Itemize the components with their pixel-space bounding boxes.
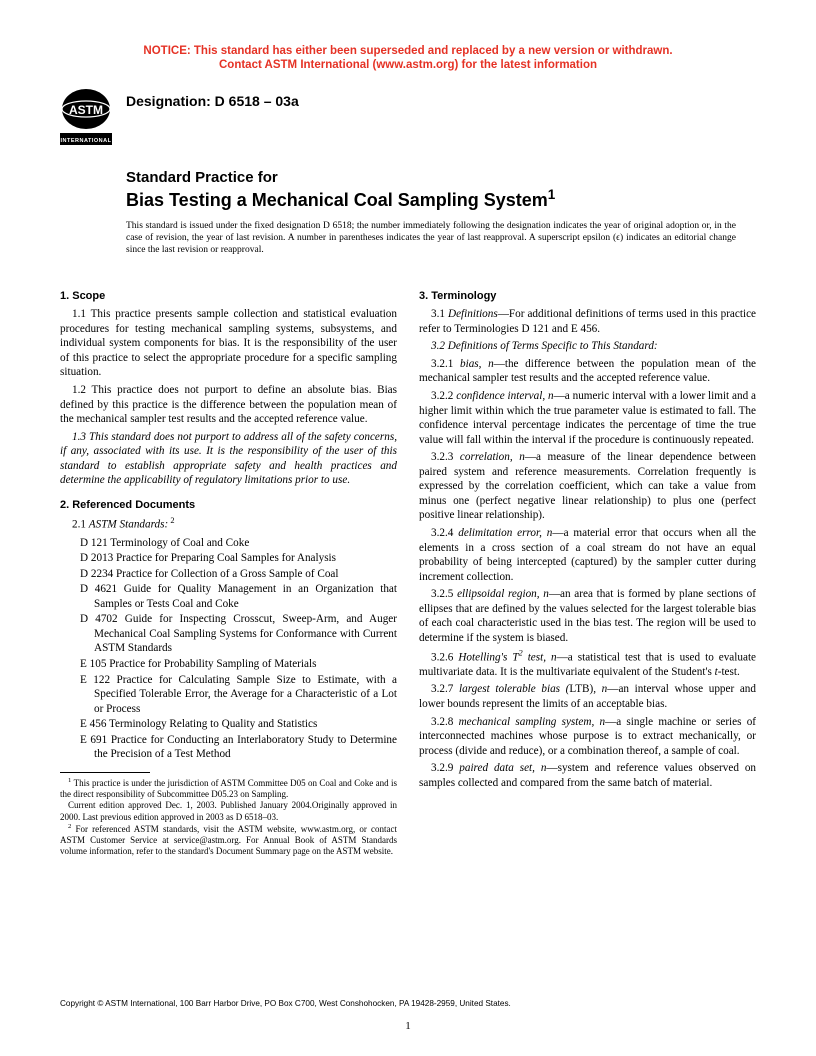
title-prefix: Standard Practice for [126,169,756,187]
t326-num: 3.2.6 [431,651,458,663]
svg-text:ASTM: ASTM [69,103,103,117]
para-2-1: 2.1 ASTM Standards: 2 [60,516,397,532]
t321-num: 3.2.1 [431,358,460,370]
title-main: Bias Testing a Mechanical Coal Sampling … [126,187,756,212]
section-1-head: 1. Scope [60,289,397,303]
page-container: NOTICE: This standard has either been su… [0,0,816,858]
term-3-2-8: 3.2.8 mechanical sampling system, n—a si… [419,715,756,759]
section-2-head: 2. Referenced Documents [60,498,397,512]
t327-term: largest tolerable bias ( [459,683,569,695]
t326-term2: test [523,651,544,663]
term-3-2-5: 3.2.5 ellipsoidal region, n—an area that… [419,587,756,645]
footnote-1b: Current edition approved Dec. 1, 2003. P… [60,800,397,823]
notice-line2: Contact ASTM International (www.astm.org… [219,59,597,71]
ref-item: E 105 Practice for Probability Sampling … [80,657,397,672]
t323-num: 3.2.3 [431,451,460,463]
ref-item: E 122 Practice for Calculating Sample Si… [80,673,397,717]
issuance-note: This standard is issued under the fixed … [126,221,736,257]
astm-logo-icon: ASTM INTERNATIONAL [60,87,112,147]
title-superscript: 1 [548,187,556,202]
ref-item: E 691 Practice for Conducting an Interla… [80,733,397,762]
term-3-2-9: 3.2.9 paired data set, n—system and refe… [419,761,756,790]
t328-term: mechanical sampling system [459,716,592,728]
term-3-2-6: 3.2.6 Hotelling's T2 test, n—a statistic… [419,649,756,680]
t322-term: confidence interval [456,390,542,402]
footnote-2: 2 For referenced ASTM standards, visit t… [60,823,397,858]
svg-text:INTERNATIONAL: INTERNATIONAL [60,138,111,144]
footnote-2-text: For referenced ASTM standards, visit the… [60,824,397,857]
copyright-line: Copyright © ASTM International, 100 Barr… [60,999,511,1008]
t327-ltb: LTB) [569,683,593,695]
term-3-2-7: 3.2.7 largest tolerable bias (LTB), n—an… [419,682,756,711]
t329-term: paired data set [459,762,532,774]
ref-item: D 121 Terminology of Coal and Coke [80,536,397,551]
p31-term: Definitions [448,308,498,320]
body-columns: 1. Scope 1.1 This practice presents samp… [60,279,756,858]
t326-body2: -test. [718,666,740,678]
title-main-text: Bias Testing a Mechanical Coal Sampling … [126,190,548,210]
term-3-2-4: 3.2.4 delimitation error, n—a material e… [419,526,756,584]
para-1-1: 1.1 This practice presents sample collec… [60,307,397,380]
term-3-2-1: 3.2.1 bias, n—the difference between the… [419,357,756,386]
t321-term: bias [460,358,479,370]
para-1-3: 1.3 This standard does not purport to ad… [60,430,397,488]
ref-item: D 2234 Practice for Collection of a Gros… [80,567,397,582]
ref-item: D 2013 Practice for Preparing Coal Sampl… [80,551,397,566]
notice-line1: NOTICE: This standard has either been su… [143,45,672,57]
para-3-1: 3.1 Definitions—For additional definitio… [419,307,756,336]
para-2-1-super: 2 [168,516,174,525]
term-3-2-2: 3.2.2 confidence interval, n—a numeric i… [419,389,756,447]
para-1-2: 1.2 This practice does not purport to de… [60,383,397,427]
para-2-1-num: 2.1 [72,519,89,531]
page-number: 1 [0,1020,816,1032]
t324-term: delimitation error [458,527,539,539]
notice-banner: NOTICE: This standard has either been su… [60,44,756,73]
t322-num: 3.2.2 [431,390,456,402]
designation-label: Designation: D 6518 – 03a [126,87,299,109]
footnote-1a: This practice is under the jurisdiction … [60,778,397,799]
ref-item: D 4621 Guide for Quality Management in a… [80,582,397,611]
ref-item: D 4702 Guide for Inspecting Crosscut, Sw… [80,612,397,656]
header-row: ASTM INTERNATIONAL Designation: D 6518 –… [60,87,756,147]
term-3-2-3: 3.2.3 correlation, n—a measure of the li… [419,450,756,523]
p31-num: 3.1 [431,308,448,320]
t324-num: 3.2.4 [431,527,458,539]
t325-pos: , n [537,588,549,600]
t326-term: Hotelling's T [458,651,518,663]
t328-pos: , n [591,716,605,728]
ref-item: E 456 Terminology Relating to Quality an… [80,717,397,732]
t325-num: 3.2.5 [431,588,457,600]
t325-term: ellipsoidal region [457,588,537,600]
t323-pos: , n [510,451,525,463]
t328-num: 3.2.8 [431,716,459,728]
t323-term: correlation [460,451,510,463]
t322-pos: , n [542,390,553,402]
para-2-1-term: ASTM Standards: [89,519,168,531]
t321-pos: , n [479,358,494,370]
reference-list: D 121 Terminology of Coal and Coke D 201… [80,536,397,762]
section-3-head: 3. Terminology [419,289,756,303]
para-3-2: 3.2 Definitions of Terms Specific to Thi… [419,339,756,354]
t329-pos: , n [532,762,546,774]
t329-num: 3.2.9 [431,762,459,774]
footnote-rule [60,772,150,773]
t324-pos: , n [539,527,552,539]
t327-pos: , n [593,683,607,695]
t326-pos: , n [543,651,556,663]
t327-num: 3.2.7 [431,683,459,695]
footnote-1: 1 This practice is under the jurisdictio… [60,777,397,801]
title-block: Standard Practice for Bias Testing a Mec… [126,169,756,212]
